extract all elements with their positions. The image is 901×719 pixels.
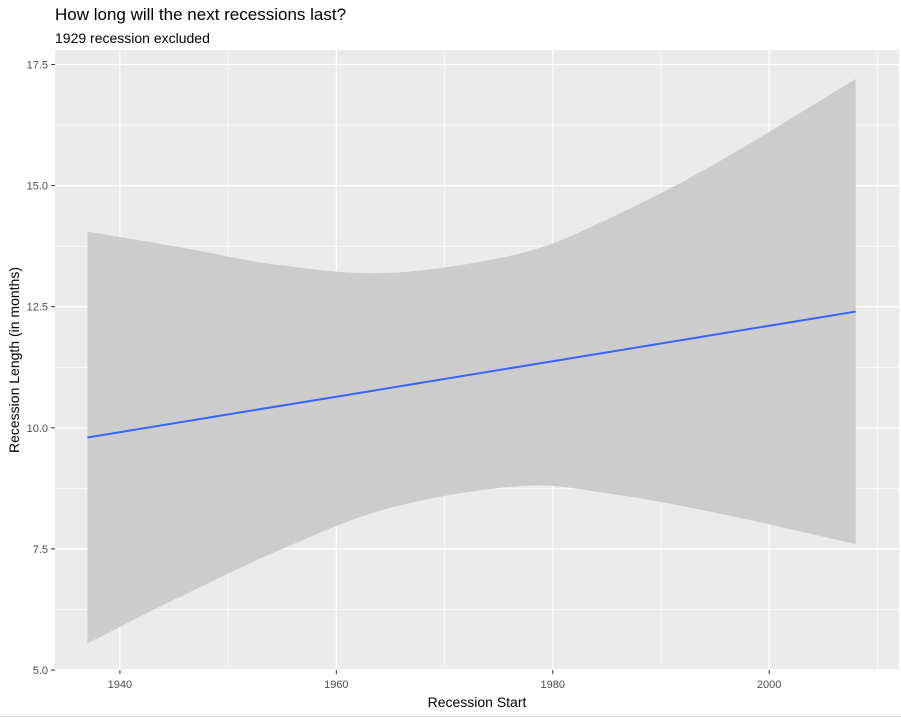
x-tick-label: 1940 <box>108 679 132 691</box>
y-tick-label: 7.5 <box>33 544 48 556</box>
confidence-band <box>87 79 856 644</box>
x-axis-title: Recession Start <box>428 694 527 710</box>
bottom-rule <box>0 716 901 717</box>
y-axis-title: Recession Length (in months) <box>6 267 22 453</box>
x-tick-label: 1960 <box>324 679 348 691</box>
y-tick-label: 17.5 <box>27 60 48 72</box>
x-tick-label: 2000 <box>757 679 781 691</box>
chart-title: How long will the next recessions last? <box>55 5 347 24</box>
y-tick-label: 15.0 <box>27 181 48 193</box>
y-tick-label: 5.0 <box>33 665 48 677</box>
x-tick-label: 1980 <box>541 679 565 691</box>
y-tick-label: 12.5 <box>27 302 48 314</box>
x-axis: 1940 1960 1980 2000 <box>108 670 781 691</box>
chart-subtitle: 1929 recession excluded <box>55 30 210 46</box>
trend-line <box>87 310 856 439</box>
y-axis: 5.0 7.5 10.0 12.5 15.0 17.5 <box>27 60 55 677</box>
y-tick-label: 10.0 <box>27 423 48 435</box>
